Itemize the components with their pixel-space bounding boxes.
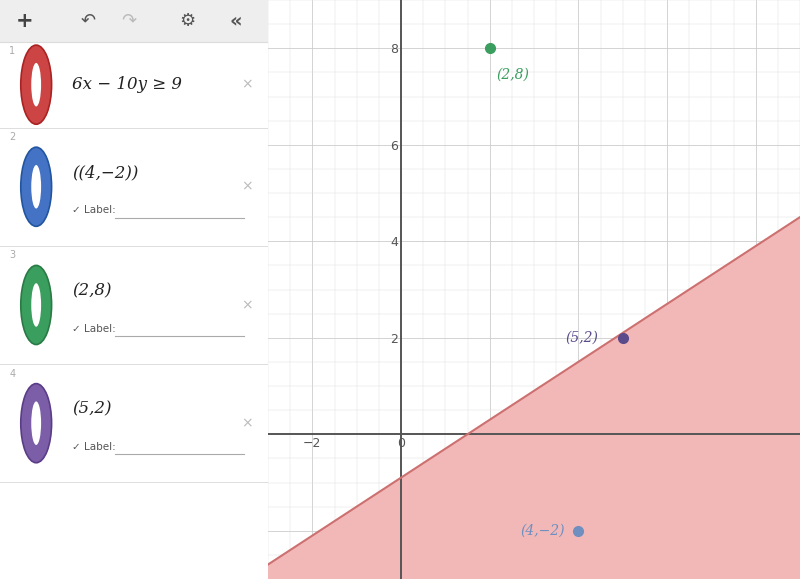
Ellipse shape	[21, 265, 51, 345]
Text: (5,2): (5,2)	[72, 401, 112, 417]
Text: +: +	[15, 11, 33, 31]
Text: ×: ×	[241, 416, 252, 430]
Text: ×: ×	[241, 179, 252, 194]
Text: ((4,−2)): ((4,−2))	[72, 164, 138, 181]
Bar	[0, 0, 268, 42]
Text: 1: 1	[10, 46, 15, 56]
Text: ×: ×	[241, 78, 252, 91]
Ellipse shape	[21, 147, 51, 226]
Text: ×: ×	[241, 298, 252, 312]
Text: ✓ Label:: ✓ Label:	[72, 442, 116, 452]
Ellipse shape	[31, 63, 41, 107]
Text: 4: 4	[10, 369, 15, 379]
Ellipse shape	[31, 401, 41, 445]
Text: ✓ Label:: ✓ Label:	[72, 324, 116, 334]
Ellipse shape	[31, 165, 41, 208]
Text: (2,8): (2,8)	[496, 68, 529, 82]
Text: (2,8): (2,8)	[72, 283, 112, 299]
Text: ⚙: ⚙	[179, 12, 196, 30]
Ellipse shape	[21, 384, 51, 463]
Text: ↶: ↶	[81, 12, 96, 30]
Text: ✓ Label:: ✓ Label:	[72, 206, 116, 215]
Text: (5,2): (5,2)	[565, 331, 598, 345]
Text: 2: 2	[10, 132, 16, 142]
Text: 6x − 10y ≥ 9: 6x − 10y ≥ 9	[72, 76, 182, 93]
Ellipse shape	[21, 45, 51, 124]
Ellipse shape	[31, 283, 41, 327]
Text: 3: 3	[10, 251, 15, 261]
Text: ↷: ↷	[121, 12, 136, 30]
Text: «: «	[230, 12, 242, 30]
Text: (4,−2): (4,−2)	[521, 524, 565, 538]
